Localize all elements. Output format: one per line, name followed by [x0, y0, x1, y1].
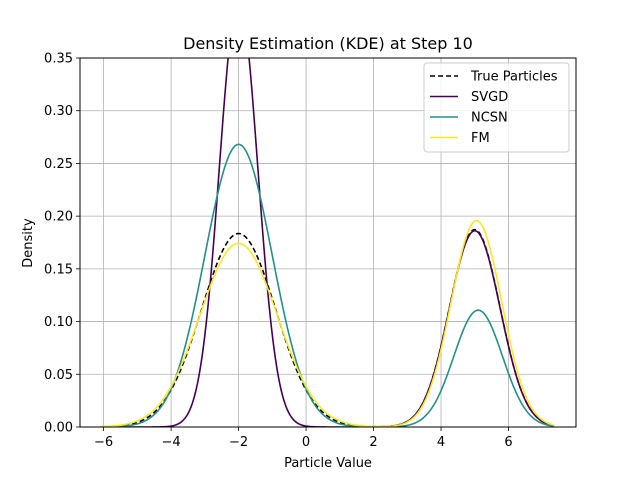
y-tick-label: 0.10 [44, 315, 73, 330]
x-tick-label: −2 [229, 435, 248, 450]
legend-label: SVGD [471, 90, 508, 105]
x-axis-title: Particle Value [284, 456, 372, 471]
y-tick-label: 0.30 [44, 104, 73, 119]
x-tick-label: −4 [162, 435, 181, 450]
y-tick-label: 0.20 [44, 210, 73, 225]
plot-frame [79, 57, 577, 428]
series-lines [100, 58, 555, 427]
legend-label: NCSN [471, 111, 508, 126]
legend-box [423, 62, 570, 153]
x-tick-label: 6 [504, 435, 512, 450]
y-tick-label: 0.00 [44, 421, 73, 436]
ticks: −6 −4 −2 0 2 4 6 0.00 0.05 0.10 0.15 0.20 0.25 0.30 0.… [44, 52, 513, 451]
x-tick-label: 0 [302, 435, 310, 450]
legend: True Particles SVGD NCSN FM [423, 62, 570, 153]
y-tick-label: 0.05 [44, 368, 73, 383]
x-tick-label: −6 [94, 435, 113, 450]
x-tick-label: 4 [437, 435, 445, 450]
y-tick-label: 0.35 [44, 52, 73, 67]
series-line-fm [100, 219, 555, 427]
x-tick-label: 2 [369, 435, 377, 450]
y-tick-label: 0.25 [44, 157, 73, 172]
legend-label: True Particles [470, 70, 558, 85]
y-axis-title: Density [21, 218, 36, 268]
chart-title: Density Estimation (KDE) at Step 10 [183, 34, 473, 53]
legend-label: FM [471, 131, 490, 146]
y-tick-label: 0.15 [44, 262, 73, 277]
